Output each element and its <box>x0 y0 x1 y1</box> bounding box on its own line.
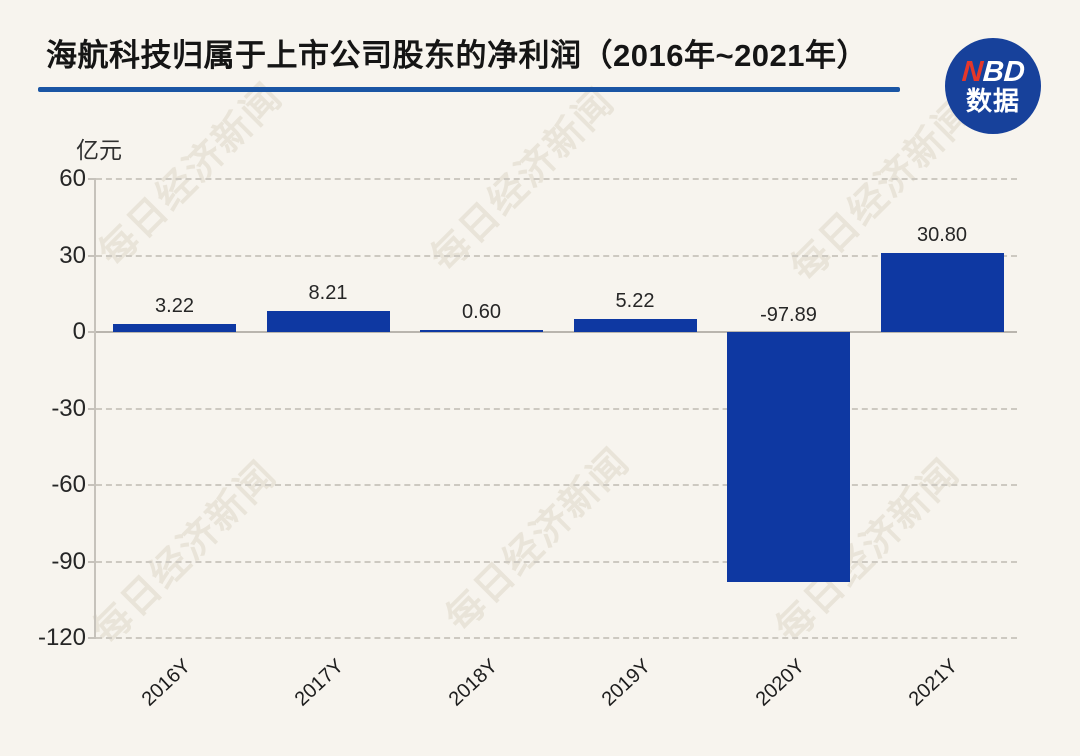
bar-value-label: 8.21 <box>308 282 348 305</box>
gridline <box>96 178 1017 180</box>
title-underline <box>38 87 900 92</box>
y-tick-label: 30 <box>59 241 86 269</box>
bar-2021Y <box>880 253 1004 332</box>
zero-line <box>96 331 1017 333</box>
nbd-logo-letter-n: N <box>960 56 984 89</box>
y-tick-label: -120 <box>37 624 86 651</box>
y-axis-tick <box>88 331 96 333</box>
nbd-logo: NBD 数据 <box>944 37 1042 135</box>
gridline <box>96 560 1017 563</box>
gridline <box>96 254 1017 257</box>
bar-value-label: 30.80 <box>916 224 968 247</box>
bar-value-label: 3.22 <box>155 294 194 317</box>
y-axis-tick <box>88 560 96 563</box>
y-axis-line <box>94 178 96 639</box>
bar-2018Y <box>420 330 543 332</box>
nbd-logo-letters-bd: BD <box>981 56 1026 89</box>
x-tick-label: 2018Y <box>444 655 502 711</box>
bar-2020Y <box>727 332 850 582</box>
bar-value-label: 0.60 <box>462 301 501 324</box>
nbd-logo-subtext: 数据 <box>965 85 1020 116</box>
y-tick-label: -60 <box>51 471 86 498</box>
gridline <box>96 637 1017 639</box>
y-axis-tick <box>88 637 96 639</box>
bar-2019Y <box>573 318 697 332</box>
page-title: 海航科技归属于上市公司股东的净利润（2016年~2021年） <box>46 38 869 73</box>
y-tick-label: 60 <box>59 165 86 192</box>
x-tick-label: 2020Y <box>751 655 809 711</box>
x-tick-label: 2019Y <box>597 655 656 711</box>
bar-2017Y <box>266 311 390 332</box>
y-axis-tick <box>88 484 96 486</box>
x-tick-label: 2017Y <box>290 655 349 711</box>
y-axis-unit-label: 亿元 <box>76 137 122 163</box>
gridline <box>96 484 1017 486</box>
y-tick-label: -90 <box>51 547 86 575</box>
gridline <box>96 407 1017 410</box>
y-tick-label: 0 <box>72 318 86 345</box>
y-tick-label: -30 <box>51 394 86 422</box>
bar-value-label: 5.22 <box>615 289 655 312</box>
x-tick-label: 2021Y <box>904 655 963 711</box>
x-tick-label: 2016Y <box>137 655 195 711</box>
y-axis-tick <box>88 407 96 410</box>
bar-value-label: -97.89 <box>760 304 817 326</box>
bar-2016Y <box>113 323 236 332</box>
y-axis-tick <box>88 254 96 257</box>
nbd-logo-text: NBD <box>960 56 1026 89</box>
y-axis-tick <box>88 178 96 180</box>
